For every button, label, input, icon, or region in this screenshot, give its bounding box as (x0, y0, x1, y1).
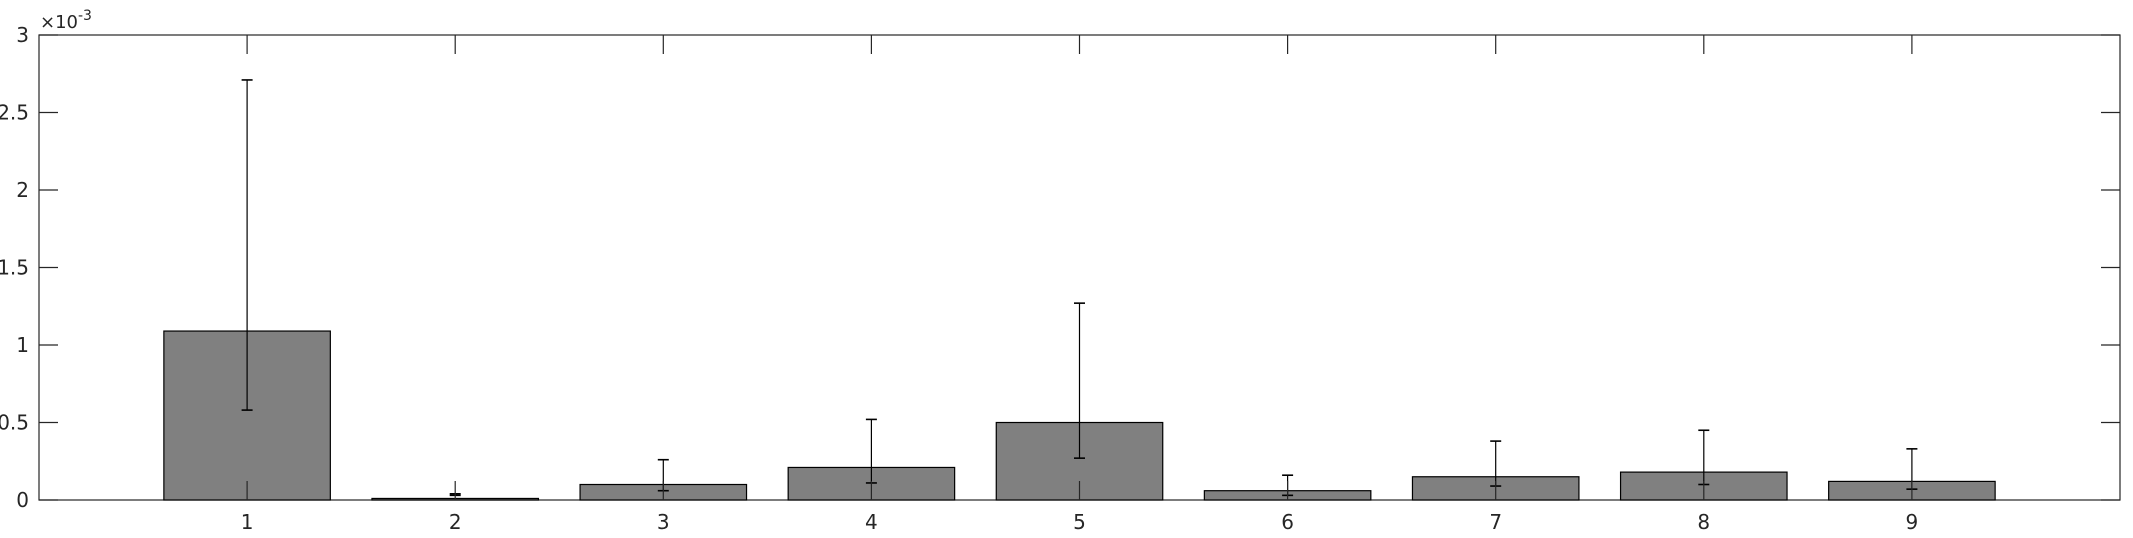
x-tick-label-5: 5 (1073, 510, 1086, 533)
tick-labels-layer: 1 2 3 4 5 6 7 8 9 0 0.5 1 1.5 2 2.5 3 (0, 23, 1919, 534)
x-tick-label-7: 7 (1489, 510, 1502, 533)
x-tick-label-4: 4 (865, 510, 878, 533)
x-tick-label-2: 2 (449, 510, 462, 533)
y-tick-label-0: 0 (16, 488, 29, 512)
y-tick-label-2: 1 (16, 333, 29, 357)
x-tick-label-1: 1 (241, 510, 254, 533)
y-exponent-label: ×10-3 (40, 8, 92, 33)
y-tick-label-6: 3 (16, 23, 29, 47)
x-tick-label-6: 6 (1281, 510, 1294, 533)
y-tick-label-3: 1.5 (0, 256, 29, 280)
x-tick-label-3: 3 (657, 510, 670, 533)
x-tick-label-9: 9 (1906, 510, 1919, 533)
y-tick-label-4: 2 (16, 178, 29, 202)
x-tick-label-8: 8 (1697, 510, 1710, 533)
ticks-layer (39, 34, 2120, 501)
y-tick-label-1: 0.5 (0, 411, 29, 435)
y-tick-label-5: 2.5 (0, 101, 29, 125)
y-exponent-power: -3 (78, 8, 92, 24)
